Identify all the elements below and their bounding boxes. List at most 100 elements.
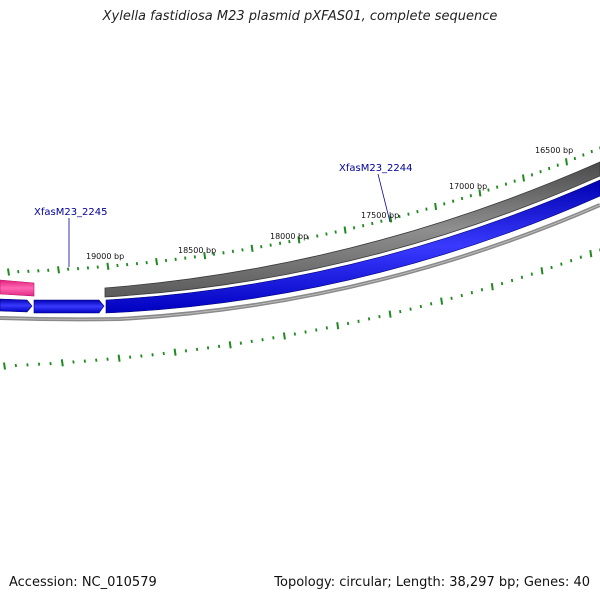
tick-label-18000: 18000 bp: [270, 232, 308, 241]
inner-tick-41: [450, 296, 453, 300]
inner-tick-28: [315, 328, 318, 332]
outer-tick-22: [222, 251, 225, 255]
outer-tick-51: [487, 188, 490, 192]
inner-tick-13: [151, 353, 154, 357]
gene-label-xfasm23-2244[interactable]: XfasM23_2244: [339, 163, 413, 174]
inner-tick-10: [117, 354, 121, 362]
outer-tick-35: [343, 226, 347, 234]
inner-tick-20: [228, 341, 232, 349]
outer-tick-53: [504, 182, 508, 186]
outer-tick-15: [155, 257, 159, 266]
outer-tick-38: [371, 221, 374, 226]
inner-tick-50: [540, 267, 544, 275]
outer-tick-17: [174, 257, 177, 261]
inner-tick-7: [83, 359, 86, 363]
tick-label-18500: 18500 bp: [178, 246, 216, 255]
outer-tick-3: [37, 269, 40, 273]
inner-tick-44: [480, 288, 484, 292]
outer-tick-21: [212, 252, 216, 256]
inner-tick-54: [579, 255, 582, 259]
inner-tick-51: [550, 265, 553, 270]
outer-tick-2: [27, 269, 30, 273]
inner-tick-23: [261, 338, 264, 342]
outer-tick-13: [135, 261, 139, 266]
outer-tick-54: [513, 179, 516, 183]
inner-tick-26: [293, 332, 296, 336]
tick-label-17500: 17500 bp: [361, 211, 399, 220]
inner-tick-25: [282, 332, 286, 340]
inner-tick-16: [184, 349, 188, 353]
outer-tick-1: [17, 270, 20, 274]
inner-tick-3: [37, 362, 41, 366]
inner-tick-0: [3, 362, 6, 370]
inner-tick-5: [60, 359, 64, 367]
tick-label-17000: 17000 bp: [449, 182, 487, 191]
outer-tick-60: [565, 158, 568, 166]
outer-tick-63: [590, 149, 593, 154]
outer-tick-46: [443, 202, 446, 206]
gray-feature-arc: [104, 161, 600, 298]
inner-tick-30: [336, 322, 340, 330]
inner-tick-12: [140, 354, 143, 358]
outer-tick-10: [106, 262, 110, 270]
inner-tick-32: [357, 319, 360, 323]
inner-tick-49: [530, 272, 533, 276]
inner-tick-36: [399, 309, 402, 314]
outer-tick-34: [334, 230, 337, 234]
tick-label-19000: 19000 bp: [86, 252, 124, 261]
outer-tick-41: [398, 214, 401, 219]
outer-tick-29: [288, 239, 291, 244]
inner-tick-4: [49, 361, 52, 366]
outer-tick-40: [389, 215, 393, 223]
inner-tick-24: [272, 336, 275, 340]
inner-tick-9: [106, 357, 109, 361]
outer-tick-4: [47, 268, 50, 272]
inner-tick-17: [195, 347, 199, 352]
outer-tick-44: [425, 207, 428, 211]
outer-tick-24: [241, 248, 244, 252]
inner-tick-1: [14, 363, 17, 368]
outer-tick-50: [478, 189, 482, 197]
outer-tick-43: [416, 209, 419, 214]
outer-tick-55: [522, 174, 525, 182]
outer-tick-59: [556, 163, 559, 167]
outer-tick-12: [126, 262, 129, 267]
blue-feature-left-small: [0, 298, 33, 313]
inner-tick-29: [325, 326, 328, 330]
outer-tick-8: [86, 266, 90, 270]
inner-tick-14: [162, 351, 165, 356]
outer-tick-33: [325, 232, 328, 236]
inner-tick-11: [129, 355, 132, 359]
outer-tick-52: [496, 185, 499, 189]
inner-tick-46: [500, 281, 504, 286]
outer-tick-57: [539, 170, 542, 174]
outer-tick-23: [231, 249, 235, 254]
inner-tick-48: [520, 275, 524, 279]
blue-feature-xfasm23-2245: [33, 299, 105, 314]
accession-text: Accession: NC_010579: [9, 575, 157, 590]
inner-tick-6: [72, 360, 75, 364]
inner-tick-39: [430, 302, 433, 306]
outer-tick-25: [250, 244, 254, 252]
inner-tick-53: [570, 259, 573, 263]
backbone-line-highlight: [0, 204, 600, 320]
outer-tick-28: [278, 241, 282, 245]
inner-tick-31: [346, 321, 350, 326]
inner-tick-33: [367, 317, 371, 321]
inner-tick-15: [173, 348, 177, 356]
inner-tick-45: [490, 283, 494, 291]
gene-label-xfasm23-2245[interactable]: XfasM23_2245: [34, 207, 108, 218]
inner-tick-ring: [3, 248, 600, 370]
outer-tick-16: [164, 258, 168, 263]
outer-tick-11: [116, 263, 119, 268]
outer-tick-61: [573, 156, 576, 161]
outer-tick-37: [362, 224, 365, 228]
gene-leader-xfasm23-2244: [377, 173, 391, 223]
outer-tick-36: [352, 226, 356, 230]
tick-label-16500: 16500 bp: [535, 146, 573, 155]
outer-tick-45: [434, 202, 438, 211]
inner-tick-40: [440, 297, 444, 305]
outer-tick-6: [67, 267, 70, 271]
inner-tick-35: [388, 310, 392, 318]
outer-tick-42: [407, 212, 410, 216]
